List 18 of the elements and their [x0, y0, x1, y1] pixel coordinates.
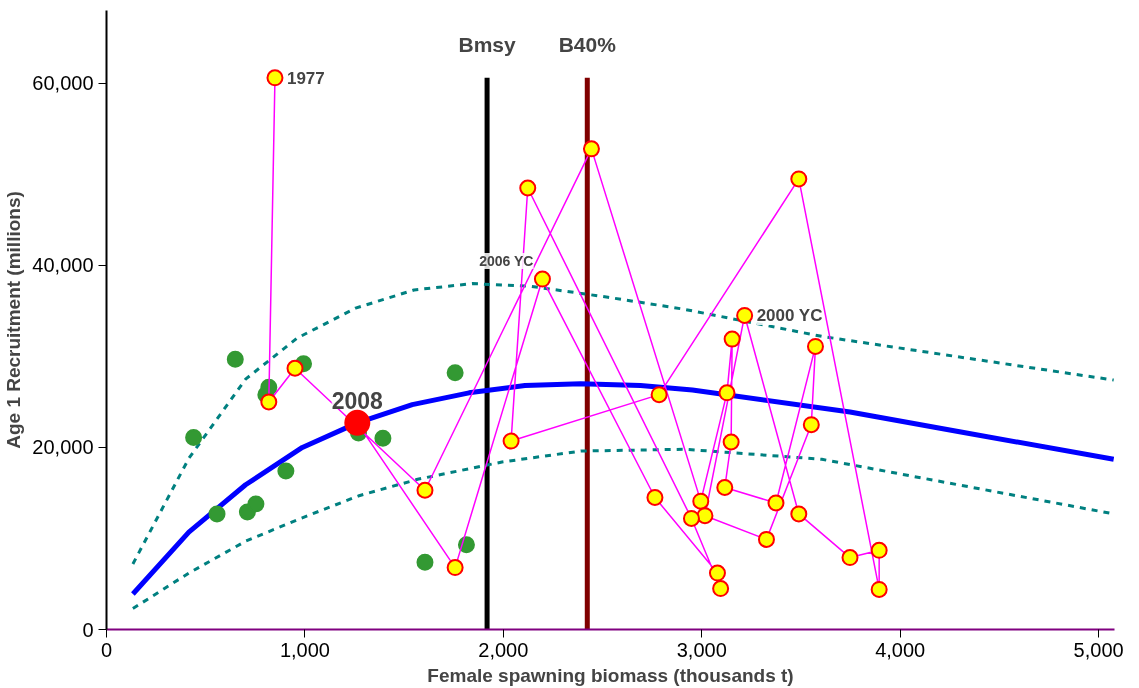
x-tick-label: 5,000	[1073, 638, 1124, 661]
ref-line-label: B40%	[558, 32, 617, 56]
x-tick-label: 2,000	[478, 638, 529, 661]
y-tick-label: 60,000	[32, 72, 94, 95]
annotation: 2008	[331, 387, 384, 414]
x-axis-title: Female spawning biomass (thousands t)	[427, 664, 794, 686]
x-tick-label: 3,000	[676, 638, 727, 661]
x-tick-label: 0	[100, 638, 113, 661]
y-tick-label: 20,000	[32, 436, 94, 459]
x-tick-label: 1,000	[279, 638, 330, 661]
y-tick-label: 40,000	[32, 254, 94, 277]
y-tick-label: 0	[82, 618, 94, 641]
y-axis-title: Age 1 Recruitment (millions)	[3, 191, 25, 449]
annotation: 2000 YC	[756, 305, 823, 325]
x-tick-label: 4,000	[875, 638, 926, 661]
ref-line-label: Bmsy	[458, 32, 516, 56]
annotation: 2006 YC	[479, 253, 534, 270]
annotation: 1977	[286, 68, 325, 88]
